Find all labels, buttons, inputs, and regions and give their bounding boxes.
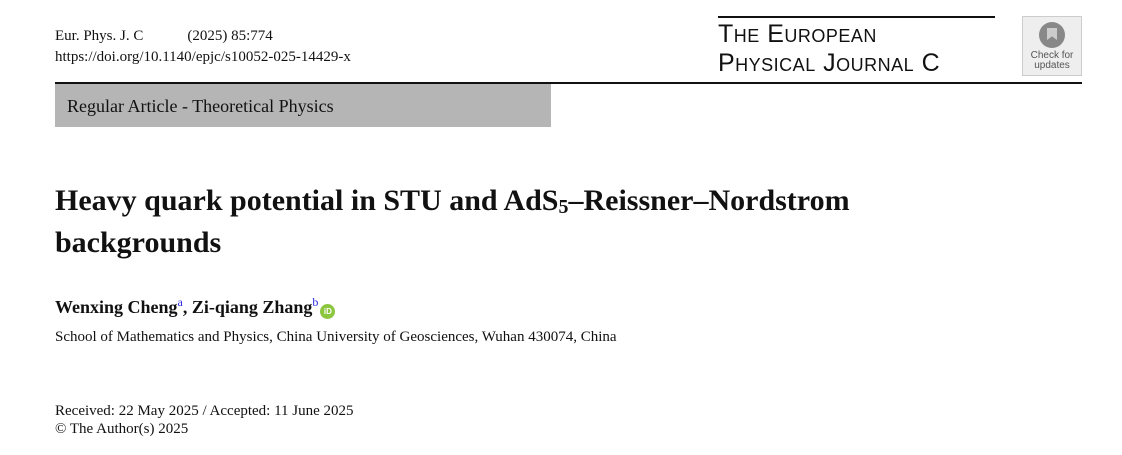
- author-list: Wenxing Chenga, Zi-qiang ZhangbiD: [55, 295, 336, 319]
- affil-marker[interactable]: b: [312, 295, 319, 309]
- journal-abbrev: Eur. Phys. J. C: [55, 28, 144, 44]
- received-accepted: Received: 22 May 2025 / Accepted: 11 Jun…: [55, 403, 354, 419]
- title-part2: –Reissner–Nordstrom backgrounds: [55, 184, 850, 259]
- orcid-icon[interactable]: iD: [320, 304, 336, 319]
- citation: (2025) 85:774: [187, 28, 273, 44]
- copyright: © The Author(s) 2025: [55, 421, 189, 437]
- bookmark-icon: [1039, 22, 1065, 48]
- badge-line2: updates: [1034, 60, 1070, 71]
- doi-link[interactable]: https://doi.org/10.1140/epjc/s10052-025-…: [55, 49, 351, 65]
- journal-title-line2: Physical Journal C: [718, 49, 941, 77]
- affiliation: School of Mathematics and Physics, China…: [55, 329, 617, 345]
- citation-meta: Eur. Phys. J. C (2025) 85:774 https://doi…: [55, 26, 351, 68]
- journal-rule: [718, 16, 995, 18]
- author-name[interactable]: Wenxing Cheng: [55, 297, 178, 317]
- journal-title: The European Physical Journal C: [718, 20, 940, 78]
- article-dates: Received: 22 May 2025 / Accepted: 11 Jun…: [55, 402, 354, 438]
- badge-line1: Check for: [1030, 50, 1074, 61]
- header-divider: [55, 82, 1082, 84]
- check-for-updates-button[interactable]: Check for updates: [1022, 16, 1082, 76]
- affil-marker[interactable]: a: [177, 295, 183, 309]
- title-part1: Heavy quark potential in STU and AdS: [55, 184, 559, 217]
- article-title: Heavy quark potential in STU and AdS5–Re…: [55, 183, 1005, 261]
- title-subscript: 5: [558, 196, 569, 218]
- author-name[interactable]: Zi-qiang Zhang: [191, 297, 313, 317]
- journal-title-line1: The European: [718, 20, 877, 48]
- article-category: Regular Article - Theoretical Physics: [55, 84, 551, 127]
